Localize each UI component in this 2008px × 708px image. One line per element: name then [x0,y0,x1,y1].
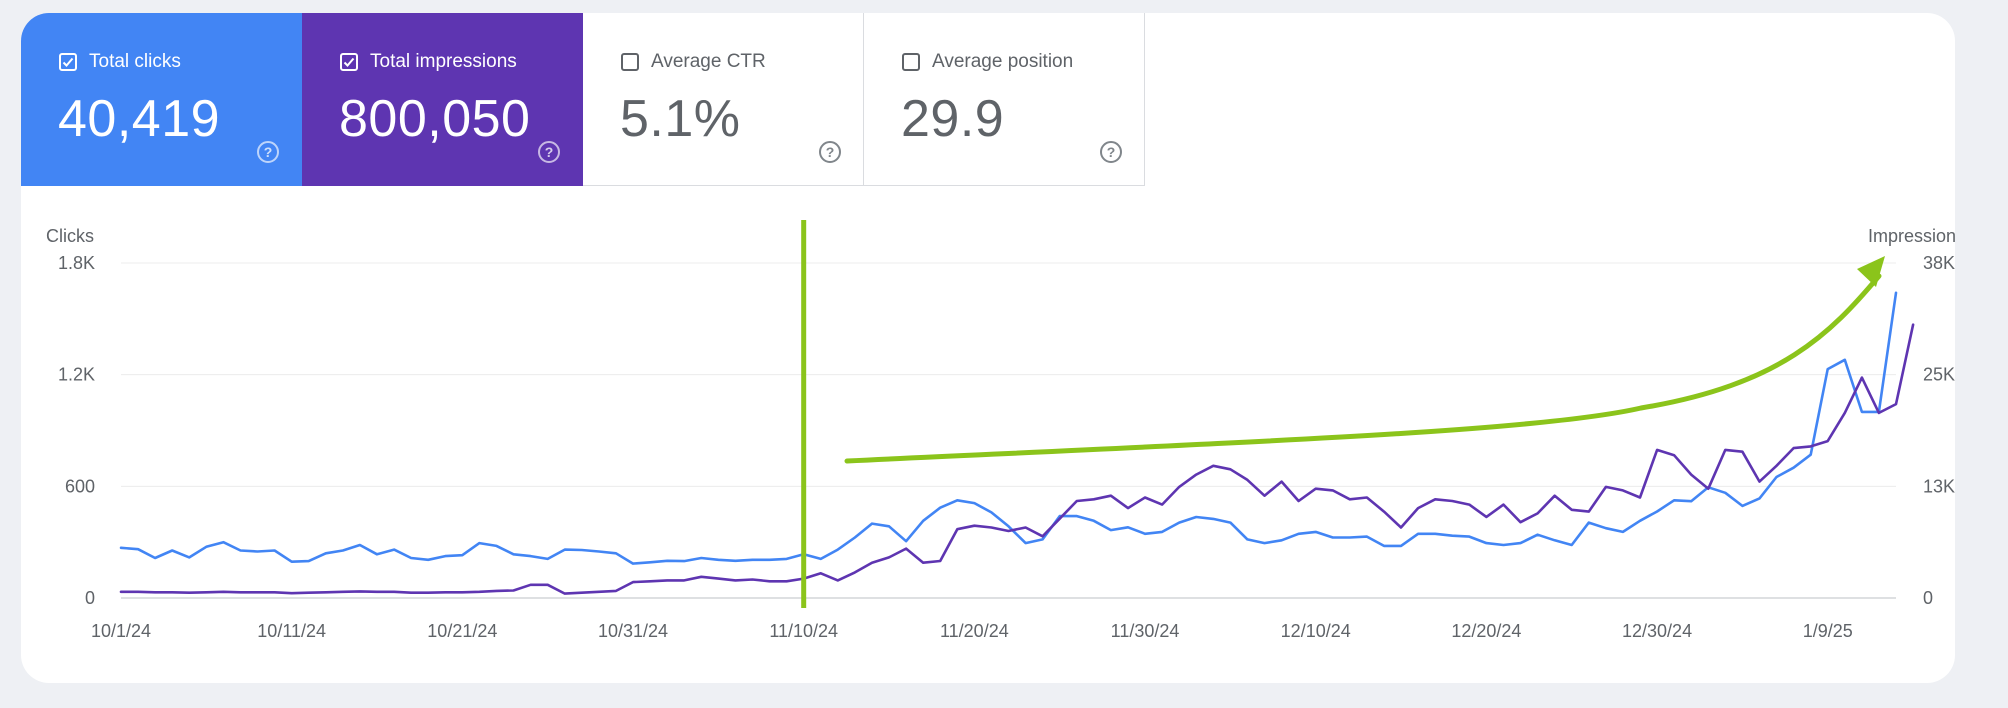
y-right-tick-label: 13K [1923,476,1955,496]
x-tick-label: 11/30/24 [1111,621,1180,641]
metric-label: Average position [932,51,1074,72]
y-right-tick-label: 25K [1923,365,1955,385]
x-tick-label: 10/1/24 [91,621,151,641]
metric-value: 29.9 [901,90,1005,148]
x-tick-label: 1/9/25 [1803,621,1853,641]
metric-label: Average CTR [651,51,766,72]
checkbox-icon[interactable] [621,53,639,71]
x-tick-label: 11/10/24 [769,621,838,641]
metric-label-row[interactable]: Average CTR [621,51,766,73]
metric-label: Total clicks [89,51,181,72]
x-tick-label: 12/30/24 [1622,621,1692,641]
y-left-axis-label: Clicks [46,226,94,246]
metric-label-row[interactable]: Total impressions [340,51,517,73]
series-line-clicks [119,291,1898,565]
performance-card: 0 0 600 13K 1.2K 25K 1.8K 38K Clicks Impressions 1… [21,13,1955,683]
metric-label-row[interactable]: Average position [902,51,1073,73]
metric-value: 5.1% [620,90,741,148]
metric-value: 800,050 [339,90,531,148]
x-tick-label: 10/21/24 [427,621,497,641]
y-left-tick-label: 1.8K [58,253,95,273]
y-left-tick-label: 600 [65,476,95,496]
help-icon[interactable]: ? [257,141,279,163]
metric-label-row[interactable]: Total clicks [59,51,181,73]
x-tick-label: 12/10/24 [1281,621,1351,641]
metric-tile-clicks[interactable]: Total clicks 40,419? [21,13,302,186]
x-tick-label: 11/20/24 [940,621,1009,641]
help-icon[interactable]: ? [819,141,841,163]
annotation-trend-arrow [844,273,1882,464]
x-tick-label: 12/20/24 [1451,621,1521,641]
y-left-tick-label: 0 [85,588,95,608]
metric-tile-position[interactable]: Average position 29.9? [864,13,1145,186]
x-tick-label: 10/31/24 [598,621,668,641]
metric-tiles: Total clicks 40,419? Total impressions 800,… [21,13,1145,186]
metric-tile-ctr[interactable]: Average CTR 5.1%? [583,13,864,186]
checkbox-icon[interactable] [59,53,77,71]
help-icon[interactable]: ? [538,141,560,163]
series-line-impressions [119,323,1915,595]
help-icon[interactable]: ? [1100,141,1122,163]
y-left-tick-label: 1.2K [58,365,95,385]
y-right-tick-label: 0 [1923,588,1933,608]
metric-tile-impressions[interactable]: Total impressions 800,050? [302,13,583,186]
y-right-axis-label: Impressions [1868,226,1955,246]
checkbox-icon[interactable] [340,53,358,71]
metric-value: 40,419 [58,90,221,148]
performance-chart: 0 0 600 13K 1.2K 25K 1.8K 38K Clicks Impressions 1… [46,220,1955,641]
y-right-tick-label: 38K [1923,253,1955,273]
metric-label: Total impressions [370,51,517,72]
annotation-arrowhead-icon [1857,256,1885,287]
x-tick-label: 10/11/24 [257,621,326,641]
checkbox-icon[interactable] [902,53,920,71]
